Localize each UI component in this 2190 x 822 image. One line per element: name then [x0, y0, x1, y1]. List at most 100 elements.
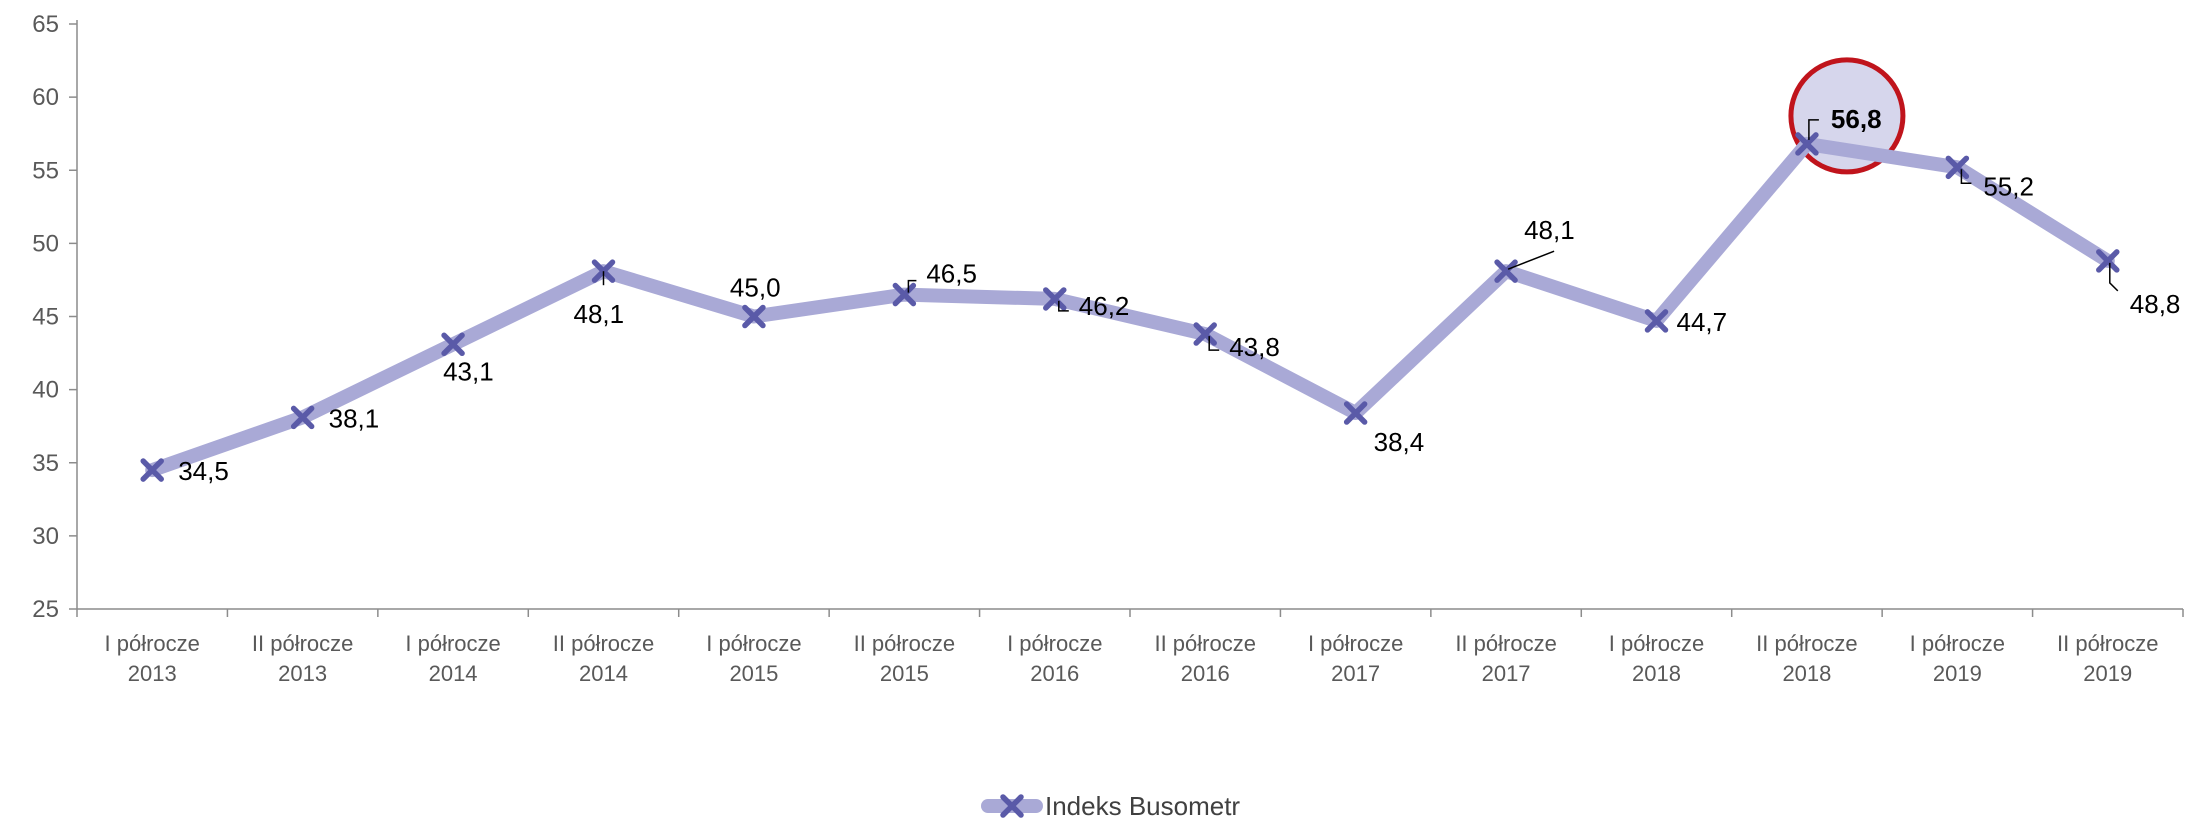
data-label-leader — [1960, 169, 1972, 185]
x-tick-label-line2: 2017 — [1482, 661, 1531, 686]
x-tick-label-line1: II półrocze — [252, 631, 354, 656]
y-tick-label: 25 — [32, 596, 59, 623]
x-tick-label-line2: 2014 — [429, 661, 478, 686]
x-tick-label-line1: II półrocze — [2057, 631, 2159, 656]
marker-stroke — [591, 259, 616, 283]
data-point-marker — [1343, 401, 1368, 425]
marker-stroke — [1343, 401, 1368, 425]
data-label: 48,1 — [1524, 215, 1575, 245]
marker-stroke — [290, 405, 315, 430]
x-tick-label: I półrocze 2015 — [706, 631, 801, 686]
marker-stroke — [742, 304, 766, 329]
x-tick-label-line2: 2013 — [278, 661, 327, 686]
data-point-marker — [1043, 287, 1067, 311]
legend-label: Indeks Busometr — [1045, 791, 1240, 821]
marker-stroke — [1193, 322, 1217, 346]
x-tick-label-line1: II półrocze — [1154, 631, 1256, 656]
x-tick-label-line2: 2019 — [1933, 661, 1982, 686]
data-label: 45,0 — [730, 273, 781, 303]
x-tick-label: II półrocze 2018 — [1756, 631, 1858, 686]
data-label-leader — [1808, 119, 1819, 140]
x-tick-label: I półrocze 2019 — [1910, 631, 2005, 686]
x-tick-label: I półrocze 2017 — [1308, 631, 1403, 686]
x-tick-label: I półrocze 2016 — [1007, 631, 1102, 686]
data-point-marker — [1945, 155, 1970, 180]
data-point-marker — [1644, 309, 1669, 333]
marker-stroke — [140, 458, 164, 482]
x-tick-label-line2: 2014 — [579, 661, 628, 686]
x-tick-label-line1: II półrocze — [854, 631, 956, 656]
y-tick-label: 60 — [32, 84, 59, 111]
data-label-leader — [1208, 336, 1220, 351]
data-label: 46,2 — [1079, 291, 1130, 321]
data-label: 43,1 — [443, 356, 494, 386]
data-label: 48,1 — [574, 299, 625, 329]
x-tick-label: I półrocze 2013 — [105, 631, 200, 686]
marker-stroke — [441, 332, 465, 357]
data-point-marker — [441, 332, 465, 357]
marker-stroke — [1043, 287, 1067, 311]
data-label-leader — [1507, 250, 1555, 270]
x-tick-label-line1: II półrocze — [1455, 631, 1557, 656]
y-tick-label: 35 — [32, 450, 59, 477]
marker-stroke — [2096, 249, 2120, 273]
marker-stroke — [1795, 132, 1819, 156]
x-tick-label-line1: I półrocze — [706, 631, 801, 656]
data-label: 44,7 — [1677, 307, 1728, 337]
x-tick-label: II półrocze 2019 — [2057, 631, 2159, 686]
x-tick-label-line1: I półrocze — [1609, 631, 1704, 656]
marker-stroke — [1494, 259, 1518, 283]
x-tick-label-line2: 2018 — [1632, 661, 1681, 686]
x-tick-label-line1: II półrocze — [1756, 631, 1858, 656]
data-point-marker — [140, 458, 164, 482]
x-tick-label-line2: 2013 — [128, 661, 177, 686]
x-tick-label: II półrocze 2014 — [553, 631, 655, 686]
x-tick-label: II półrocze 2017 — [1455, 631, 1557, 686]
x-tick-label-line1: I półrocze — [1308, 631, 1403, 656]
data-point-marker — [290, 405, 315, 430]
x-tick-label: I półrocze 2014 — [405, 631, 500, 686]
data-label: 48,8 — [2130, 289, 2181, 319]
marker-stroke — [1945, 155, 1970, 180]
x-tick-label: II półrocze 2013 — [252, 631, 354, 686]
data-point-marker — [892, 282, 917, 307]
marker-stroke — [1644, 309, 1669, 333]
x-tick-label-line2: 2018 — [1782, 661, 1831, 686]
x-tick-label-line1: I półrocze — [1910, 631, 2005, 656]
legend-marker-swatch — [1000, 794, 1024, 818]
data-label-leader — [2109, 262, 2119, 292]
x-tick-label-line2: 2017 — [1331, 661, 1380, 686]
data-label: 55,2 — [1983, 171, 2034, 201]
x-tick-label-line1: I półrocze — [1007, 631, 1102, 656]
x-tick-label-line1: I półrocze — [105, 631, 200, 656]
data-point-marker — [591, 259, 616, 283]
x-tick-label: II półrocze 2016 — [1154, 631, 1256, 686]
data-label-leader — [907, 279, 917, 293]
x-tick-label-line1: II półrocze — [553, 631, 655, 656]
data-label: 34,5 — [178, 456, 229, 486]
x-tick-label: I półrocze 2018 — [1609, 631, 1704, 686]
data-label: 43,8 — [1229, 332, 1280, 362]
y-tick-label: 30 — [32, 523, 59, 550]
data-label: 38,4 — [1374, 427, 1425, 457]
x-tick-label-line2: 2016 — [1181, 661, 1230, 686]
y-tick-label: 55 — [32, 157, 59, 184]
data-point-marker — [1795, 132, 1819, 156]
y-tick-label: 50 — [32, 230, 59, 257]
x-tick-label-line2: 2015 — [880, 661, 929, 686]
marker-stroke — [892, 282, 917, 307]
x-tick-label: II półrocze 2015 — [854, 631, 956, 686]
data-label: 38,1 — [329, 403, 380, 433]
x-tick-label-line1: I półrocze — [405, 631, 500, 656]
data-label: 56,8 — [1831, 104, 1882, 134]
x-tick-label-line2: 2019 — [2083, 661, 2132, 686]
data-label: 46,5 — [926, 259, 977, 289]
y-tick-label: 40 — [32, 377, 59, 404]
data-label-leader — [1058, 300, 1069, 312]
data-point-marker — [742, 304, 766, 329]
data-point-marker — [1193, 322, 1217, 346]
y-tick-label: 45 — [32, 304, 59, 331]
series-line-indeks-busometr — [145, 136, 2115, 478]
